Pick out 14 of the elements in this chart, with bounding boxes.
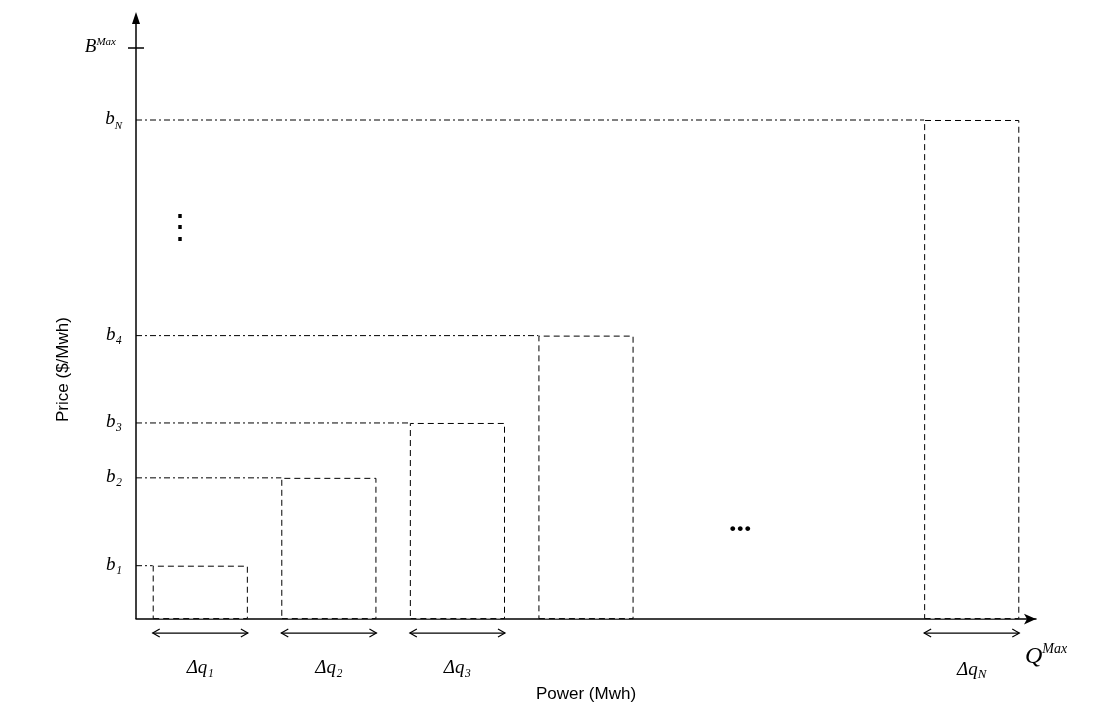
ref-line-label: b$_{N}$ (105, 107, 123, 131)
text: Q$^{Max}$ (1024, 640, 1068, 668)
annotation: ⋮ (163, 207, 197, 245)
x-axis-title: Power (Mwh) (535, 684, 637, 703)
ref-line-label: b₂ (105, 465, 123, 487)
x-tick-label: Δq₂ (314, 656, 343, 678)
y-axis-title: Price ($/Mwh) (53, 317, 73, 422)
annotation: ... (729, 503, 752, 537)
x-tick-label: Δq₃ (442, 656, 472, 678)
text: B$^{Max}$ (84, 34, 117, 57)
x-tick-label: Δq₁ (185, 656, 214, 678)
ref-line-label: b₄ (105, 322, 122, 344)
ref-line-label: b₁ (105, 553, 122, 575)
ref-line-label: b₃ (105, 410, 122, 432)
